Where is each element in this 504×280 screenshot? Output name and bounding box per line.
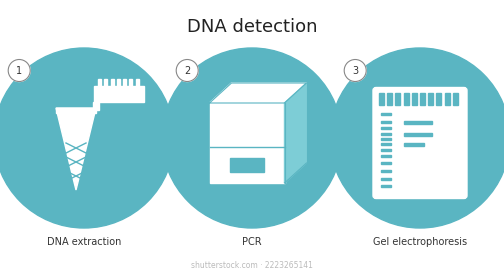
Bar (381, 132, 391, 135)
Bar (428, 92, 433, 104)
Bar (412, 92, 417, 104)
Text: 3: 3 (352, 66, 358, 76)
Bar (381, 162, 391, 164)
Text: PCR: PCR (242, 237, 262, 247)
Bar (381, 137, 391, 140)
Bar (445, 92, 450, 104)
Bar (381, 120, 391, 123)
Bar (117, 79, 120, 86)
Text: DNA detection: DNA detection (187, 18, 317, 36)
Text: 1: 1 (16, 66, 22, 76)
Circle shape (0, 48, 174, 228)
Bar (381, 185, 391, 187)
Circle shape (344, 60, 366, 81)
Text: shutterstock.com · 2223265141: shutterstock.com · 2223265141 (191, 261, 313, 270)
Polygon shape (93, 102, 99, 110)
Bar (404, 92, 409, 104)
Bar (56, 108, 96, 113)
Text: Gel electrophoresis: Gel electrophoresis (373, 237, 467, 247)
Bar (381, 113, 391, 115)
Circle shape (8, 60, 30, 81)
Bar (379, 92, 384, 104)
Bar (110, 79, 113, 86)
Bar (98, 79, 101, 86)
Bar (136, 79, 139, 86)
Circle shape (162, 48, 342, 228)
Bar (420, 92, 425, 104)
Polygon shape (210, 83, 306, 103)
Bar (404, 132, 432, 136)
FancyBboxPatch shape (373, 88, 467, 199)
Bar (381, 148, 391, 151)
Bar (123, 79, 126, 86)
Bar (104, 79, 107, 86)
Polygon shape (284, 83, 306, 183)
Bar (381, 127, 391, 129)
Bar (396, 92, 400, 104)
Bar (404, 143, 424, 146)
Polygon shape (94, 86, 144, 102)
Polygon shape (56, 108, 96, 190)
Text: DNA extraction: DNA extraction (47, 237, 121, 247)
Text: 2: 2 (184, 66, 191, 76)
Bar (230, 158, 264, 172)
Bar (453, 92, 458, 104)
Bar (130, 79, 133, 86)
Circle shape (176, 60, 198, 81)
Bar (381, 178, 391, 180)
Bar (210, 103, 284, 183)
Bar (436, 92, 442, 104)
Bar (387, 92, 392, 104)
Circle shape (330, 48, 504, 228)
Bar (404, 120, 432, 124)
Bar (381, 143, 391, 145)
Bar (381, 155, 391, 157)
Bar (381, 169, 391, 172)
